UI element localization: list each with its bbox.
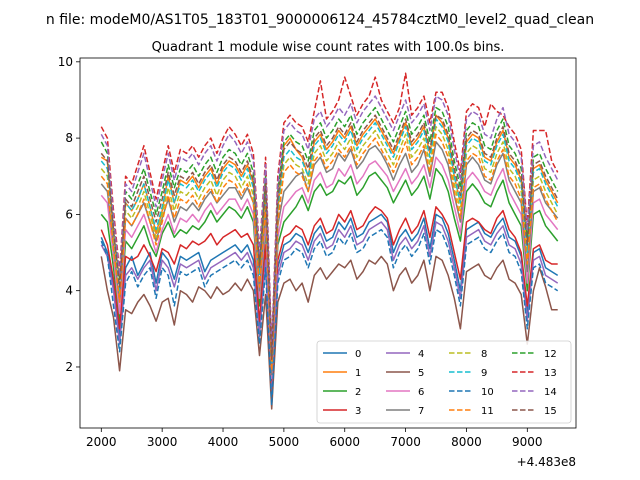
series-line-13 xyxy=(100,72,559,349)
y-tick-label: 2 xyxy=(65,360,73,374)
x-tick-label: 2000 xyxy=(86,435,117,449)
x-tick-label: 8000 xyxy=(451,435,482,449)
legend-label-10: 10 xyxy=(481,387,494,398)
series-line-2 xyxy=(100,167,559,383)
series-line-6 xyxy=(100,156,559,380)
legend-label-4: 4 xyxy=(418,349,424,360)
series-line-12 xyxy=(100,106,559,357)
legend-label-15: 15 xyxy=(544,406,557,417)
series-line-14 xyxy=(100,95,559,353)
y-tick-label: 4 xyxy=(65,284,73,298)
y-axis: 2 4 6 8 10 xyxy=(58,55,80,374)
series-line-5 xyxy=(100,255,558,410)
legend-box xyxy=(316,340,572,424)
legend-label-8: 8 xyxy=(481,349,487,360)
legend-label-5: 5 xyxy=(418,368,424,379)
series-layer xyxy=(100,72,559,410)
series-line-11 xyxy=(100,133,559,372)
plot-frame xyxy=(79,57,577,429)
chart-subtitle: Quadrant 1 module wise count rates with … xyxy=(152,40,505,55)
legend-label-12: 12 xyxy=(544,349,557,360)
x-tick-label: 9000 xyxy=(512,435,543,449)
x-tick-label: 3000 xyxy=(147,435,178,449)
series-line-0 xyxy=(100,213,559,399)
x-tick-label: 7000 xyxy=(390,435,421,449)
legend-label-2: 2 xyxy=(355,387,361,398)
legend-label-9: 9 xyxy=(481,368,487,379)
series-line-7 xyxy=(100,141,559,376)
legend-label-6: 6 xyxy=(418,387,424,398)
series-line-10 xyxy=(100,228,559,406)
x-tick-label: 5000 xyxy=(269,435,300,449)
legend-label-11: 11 xyxy=(481,406,494,417)
legend-label-13: 13 xyxy=(544,368,557,379)
chart-title: n file: modeM0/AS1T05_183T01_9000006124_… xyxy=(46,12,594,28)
y-tick-label: 8 xyxy=(65,131,73,145)
x-axis: 2000 3000 4000 5000 6000 7000 8000 9000 xyxy=(86,428,543,449)
legend-label-7: 7 xyxy=(418,406,424,417)
series-line-3 xyxy=(100,206,558,391)
series-line-4 xyxy=(100,221,559,403)
legend-label-14: 14 xyxy=(544,387,557,398)
series-line-15 xyxy=(100,114,559,361)
legend-label-1: 1 xyxy=(355,368,361,379)
y-tick-label: 10 xyxy=(58,55,73,69)
x-tick-label: 4000 xyxy=(208,435,239,449)
legend-label-3: 3 xyxy=(355,406,361,417)
x-tick-label: 6000 xyxy=(329,435,360,449)
legend-label-0: 0 xyxy=(355,349,361,360)
x-offset-label: +4.483e8 xyxy=(517,455,576,469)
series-line-8 xyxy=(100,125,559,368)
y-tick-label: 6 xyxy=(65,207,73,221)
